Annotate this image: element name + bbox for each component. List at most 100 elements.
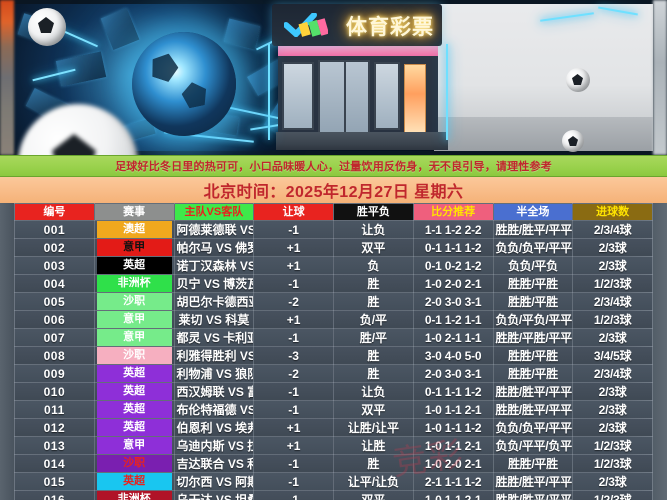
league-badge: 意甲 <box>96 329 172 346</box>
cell-handicap: -1 <box>253 454 334 473</box>
cell-halftime: 胜胜/平胜 <box>492 274 574 293</box>
shop-signboard: 体育彩票 <box>272 4 442 46</box>
cell-no: 011 <box>14 400 95 419</box>
league-badge: 澳超 <box>96 221 172 238</box>
league-badge: 意甲 <box>96 239 172 256</box>
table-row[interactable]: 009 英超 利物浦 VS 狼队 -2 胜 2-0 3-0 3-1 胜胜/平胜 2/3/4球 <box>14 364 653 383</box>
column-header-wdl[interactable]: 胜平负 <box>333 203 414 221</box>
cell-wdl: 双平 <box>333 490 414 500</box>
cell-wdl: 负 <box>333 256 414 275</box>
notice-text: 足球好比冬日里的热可可，小口品味暖人心，过量饮用反伤身，无不良引导，请理性参考 <box>115 161 552 173</box>
cell-score: 1-0 2-0 2-1 <box>412 454 494 473</box>
league-badge: 英超 <box>96 419 172 436</box>
table-header: 编号 赛事 主队VS客队 让球 胜平负 比分推荐 半全场 进球数 <box>14 203 653 221</box>
cell-league: 意甲 <box>93 238 175 257</box>
soccer-ball-icon <box>28 8 66 46</box>
cell-league: 意甲 <box>93 328 175 347</box>
column-header-handicap[interactable]: 让球 <box>253 203 334 221</box>
cell-league: 英超 <box>93 256 175 275</box>
cell-halftime: 负负/平负 <box>492 256 574 275</box>
cell-match: 阿德莱德联 VS 西悉尼漫步者 <box>173 220 255 239</box>
cell-no: 008 <box>14 346 95 365</box>
cell-wdl: 让平/让负 <box>333 472 414 491</box>
cell-no: 005 <box>14 292 95 311</box>
cell-goals: 1/2/3球 <box>572 454 653 473</box>
cell-league: 英超 <box>93 418 175 437</box>
league-badge: 英超 <box>96 257 172 274</box>
cell-match: 西汉姆联 VS 富勒姆 <box>173 382 255 401</box>
cell-handicap: -1 <box>253 472 334 491</box>
cell-no: 014 <box>14 454 95 473</box>
soccer-ball-icon <box>562 130 584 152</box>
cell-goals: 1/2/3球 <box>572 310 653 329</box>
cell-league: 非洲杯 <box>93 490 175 500</box>
cell-wdl: 胜/平 <box>333 328 414 347</box>
cell-goals: 2/3/4球 <box>572 220 653 239</box>
league-badge: 沙职 <box>96 293 172 310</box>
cell-no: 009 <box>14 364 95 383</box>
cell-halftime: 胜胜/平胜 <box>492 364 574 383</box>
cell-goals: 2/3/4球 <box>572 292 653 311</box>
cell-match: 利物浦 VS 狼队 <box>173 364 255 383</box>
column-header-league[interactable]: 赛事 <box>93 203 175 221</box>
cell-league: 英超 <box>93 400 175 419</box>
neon-accent <box>268 44 270 140</box>
cell-score: 1-0 2-1 1-1 <box>412 328 494 347</box>
column-header-goals[interactable]: 进球数 <box>572 203 653 221</box>
cell-match: 诺丁汉森林 VS 曼彻斯特城 <box>173 256 255 275</box>
cell-wdl: 让负 <box>333 382 414 401</box>
column-header-match[interactable]: 主队VS客队 <box>173 203 255 221</box>
cell-match: 乌干达 VS 坦桑尼亚 <box>173 490 255 500</box>
cell-no: 001 <box>14 220 95 239</box>
matches-table: 编号 赛事 主队VS客队 让球 胜平负 比分推荐 半全场 进球数 001 澳超 阿德… <box>14 203 653 500</box>
cell-goals: 2/3球 <box>572 238 653 257</box>
cell-wdl: 双平 <box>333 400 414 419</box>
cell-league: 英超 <box>93 382 175 401</box>
column-header-no[interactable]: 编号 <box>14 203 95 221</box>
cell-wdl: 胜 <box>333 364 414 383</box>
cell-league: 非洲杯 <box>93 274 175 293</box>
lottery-logo-icon <box>284 13 328 37</box>
cell-match: 利雅得胜利 VS 奈季兰沟渠 <box>173 346 255 365</box>
cell-no: 004 <box>14 274 95 293</box>
table-header-row: 编号 赛事 主队VS客队 让球 胜平负 比分推荐 半全场 进球数 <box>14 203 653 221</box>
cell-goals: 2/3球 <box>572 472 653 491</box>
column-header-score[interactable]: 比分推荐 <box>412 203 494 221</box>
cell-halftime: 胜胜/平胜 <box>492 346 574 365</box>
cell-handicap: -1 <box>253 274 334 293</box>
soccer-ball-icon <box>566 68 590 92</box>
date-bar: 北京时间：2025年12月27日 星期六 <box>0 177 667 203</box>
cell-handicap: +1 <box>253 238 334 257</box>
cell-halftime: 胜胜/胜平/平平 <box>492 490 574 500</box>
cell-halftime: 负负/负平/平平 <box>492 238 574 257</box>
cell-match: 伯恩利 VS 埃弗顿 <box>173 418 255 437</box>
beijing-time-text: 北京时间：2025年12月27日 星期六 <box>203 184 464 201</box>
cell-wdl: 让胜/让平 <box>333 418 414 437</box>
cell-wdl: 胜 <box>333 292 414 311</box>
cell-no: 002 <box>14 238 95 257</box>
cell-no: 016 <box>14 490 95 500</box>
cell-score: 1-0 1-1 2-1 <box>412 436 494 455</box>
cell-league: 沙职 <box>93 346 175 365</box>
cell-league: 澳超 <box>93 220 175 239</box>
shop-window-right <box>374 62 400 130</box>
column-header-halftime[interactable]: 半全场 <box>492 203 574 221</box>
cell-league: 英超 <box>93 364 175 383</box>
cell-match: 都灵 VS 卡利亚里 <box>173 328 255 347</box>
table-row[interactable]: 006 意甲 莱切 VS 科莫 +1 负/平 0-1 1-2 1-1 负负/平负/平平 1/2… <box>14 310 653 329</box>
